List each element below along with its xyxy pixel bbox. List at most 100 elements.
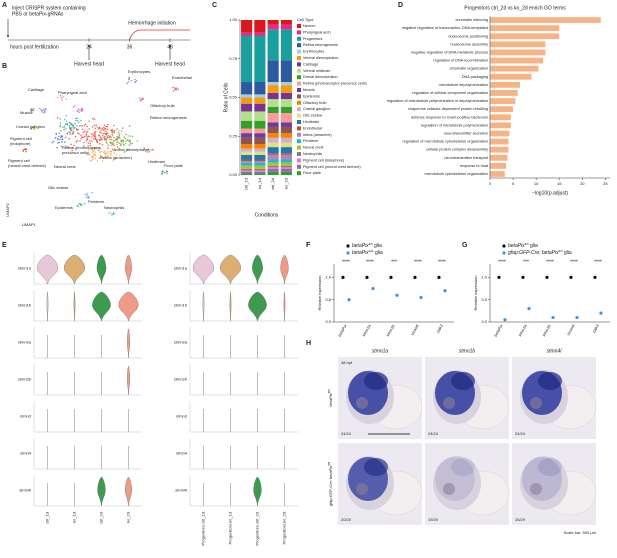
bar-segment — [280, 85, 292, 93]
umap-point — [87, 145, 89, 147]
umap-point — [32, 109, 35, 112]
condition-label: ctrl_2d — [99, 512, 104, 524]
umap-point — [88, 120, 91, 122]
umap-point — [138, 97, 141, 99]
cluster-label: Olfactory bulb — [150, 103, 175, 108]
bar-segment — [280, 147, 292, 154]
bar-segment — [241, 133, 253, 138]
umap-point — [98, 126, 101, 129]
row-label-sup: fl/fl — [327, 389, 331, 393]
bar-segment — [241, 35, 253, 82]
x-tick-label: stmn4l — [410, 323, 420, 336]
umap-point — [123, 135, 125, 138]
umap-point — [59, 122, 62, 124]
umap-point — [76, 204, 79, 207]
x-tick-label: ctrl_1d — [244, 178, 249, 190]
umap-point — [79, 109, 81, 112]
bar — [490, 122, 511, 129]
y-tick-label: microtubule depolymerization — [439, 83, 488, 87]
umap-point — [75, 117, 77, 120]
umap-point — [76, 125, 78, 127]
bar-segment — [254, 128, 266, 134]
panel-label: C — [212, 2, 217, 9]
gene-label: stmn4l — [19, 488, 31, 493]
data-point — [395, 293, 399, 297]
umap-point — [61, 138, 64, 141]
umap-point — [92, 138, 95, 140]
bar-segment — [280, 106, 292, 113]
bar-segment — [241, 154, 253, 160]
data-point — [569, 275, 573, 279]
bar-segment — [241, 32, 253, 36]
bar-segment — [241, 151, 253, 155]
y-axis-label: Relative expression — [473, 276, 478, 311]
bar — [490, 138, 509, 145]
umap-point — [31, 108, 33, 111]
significance: **** — [498, 259, 506, 265]
bar-segment — [280, 153, 292, 155]
gene-label: stmn4 — [20, 451, 32, 456]
umap-point — [143, 147, 145, 150]
umap-point — [98, 157, 101, 159]
y-tick-label: nucleosome positioning — [448, 34, 488, 38]
umap-point — [93, 124, 96, 127]
stain — [451, 458, 475, 476]
umap-point — [161, 170, 164, 173]
note: Inject CRISPR system containing — [12, 5, 86, 11]
umap-point — [77, 132, 79, 134]
x-tick-label: pak3 — [435, 323, 445, 335]
umap-point — [68, 124, 71, 127]
umap-point — [91, 149, 94, 151]
y-tick-label: response to heat — [460, 164, 489, 168]
umap-point — [55, 132, 57, 135]
umap-point — [129, 143, 132, 145]
umap-point — [172, 86, 174, 89]
umap-point — [116, 137, 119, 139]
umap-point — [57, 138, 59, 141]
umap-point — [85, 131, 88, 134]
bar-segment — [254, 168, 266, 171]
umap-point — [106, 125, 109, 128]
count: 25/29 — [515, 517, 526, 522]
row-label: betaPixfl/fl — [327, 389, 333, 407]
umap-point — [120, 143, 123, 145]
y-tick-label: negative regulation of transcription, DN… — [402, 26, 488, 30]
x-axis-label: UMAP1 — [22, 222, 37, 227]
legend-label: retina (amacrine) — [303, 133, 332, 137]
umap-point — [98, 134, 100, 136]
legend-label: Hindbrain — [303, 120, 319, 124]
cluster-label: (iridophore) — [10, 141, 31, 146]
data-point — [341, 275, 345, 279]
bar-segment — [254, 165, 266, 169]
bar — [490, 25, 560, 32]
umap-point — [106, 142, 108, 144]
violin — [46, 291, 49, 322]
eye — [530, 483, 542, 495]
gene-label: stmn2a — [18, 340, 32, 345]
umap-point — [60, 134, 63, 137]
umap-point — [72, 128, 75, 130]
legend-label: Endothelial — [303, 126, 322, 130]
legend-label: Retina (photoreceptor precursor cells) — [303, 82, 367, 86]
umap-point — [69, 133, 72, 135]
scale-bar-label: Scale bar: 500 µm — [563, 530, 596, 535]
umap-point — [101, 156, 104, 159]
umap-point — [120, 130, 123, 132]
umap-point — [108, 138, 111, 141]
umap-point — [92, 134, 95, 137]
umap-point — [115, 154, 118, 156]
stain — [364, 458, 388, 476]
legend-label: Muscle — [303, 88, 315, 92]
condition-label: Progenitors.ctrl_2d — [255, 512, 260, 546]
row-label-main: betaPix — [328, 392, 333, 406]
umap-point — [110, 136, 112, 139]
umap-point — [61, 126, 64, 128]
umap-point — [127, 140, 130, 142]
harvest-label: Harvest head — [74, 61, 104, 67]
legend-suffix: glia — [375, 250, 383, 256]
umap-point — [103, 150, 106, 152]
legend-label: Periderm — [303, 139, 318, 143]
harvest-label: Harvest head — [155, 61, 185, 67]
umap-point — [151, 149, 154, 151]
umap-point — [104, 154, 107, 157]
